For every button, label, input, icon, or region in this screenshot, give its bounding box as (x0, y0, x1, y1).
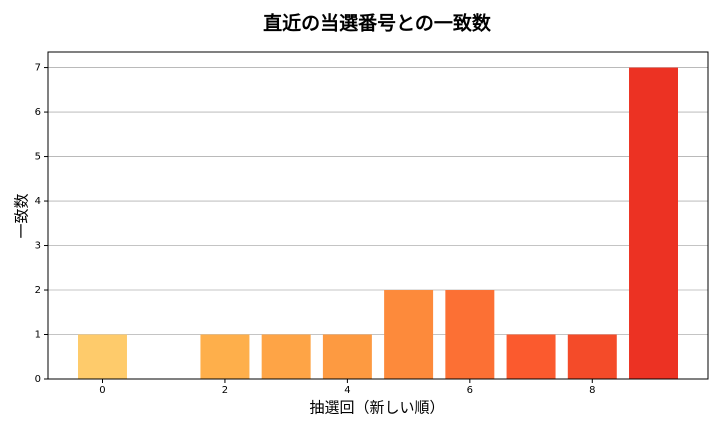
bar (567, 334, 617, 379)
bar (200, 334, 250, 379)
x-axis-label: 抽選回（新しい順） (309, 399, 444, 417)
x-tick-label: 4 (344, 385, 350, 396)
y-axis-label: 一致数 (13, 193, 31, 238)
bar (322, 334, 372, 379)
y-tick-label: 5 (35, 152, 41, 163)
y-tick-label: 6 (35, 107, 41, 118)
bar (629, 67, 678, 380)
chart-title: 直近の当選番号との一致数 (263, 12, 492, 35)
bar (445, 290, 495, 379)
y-tick-label: 4 (35, 196, 41, 207)
y-tick-label: 0 (35, 374, 41, 385)
plot-frame (47, 51, 709, 380)
bar (384, 290, 434, 379)
y-tick-label: 1 (35, 330, 41, 341)
bar (78, 334, 127, 379)
x-tick-label: 8 (589, 385, 595, 396)
y-tick-label: 2 (35, 285, 41, 296)
bar (506, 334, 556, 379)
y-tick-label: 3 (35, 241, 41, 252)
x-tick-label: 2 (222, 385, 228, 396)
x-tick-label: 6 (467, 385, 473, 396)
x-tick-label: 0 (99, 385, 105, 396)
y-tick-label: 7 (35, 63, 41, 74)
bar (261, 334, 311, 379)
